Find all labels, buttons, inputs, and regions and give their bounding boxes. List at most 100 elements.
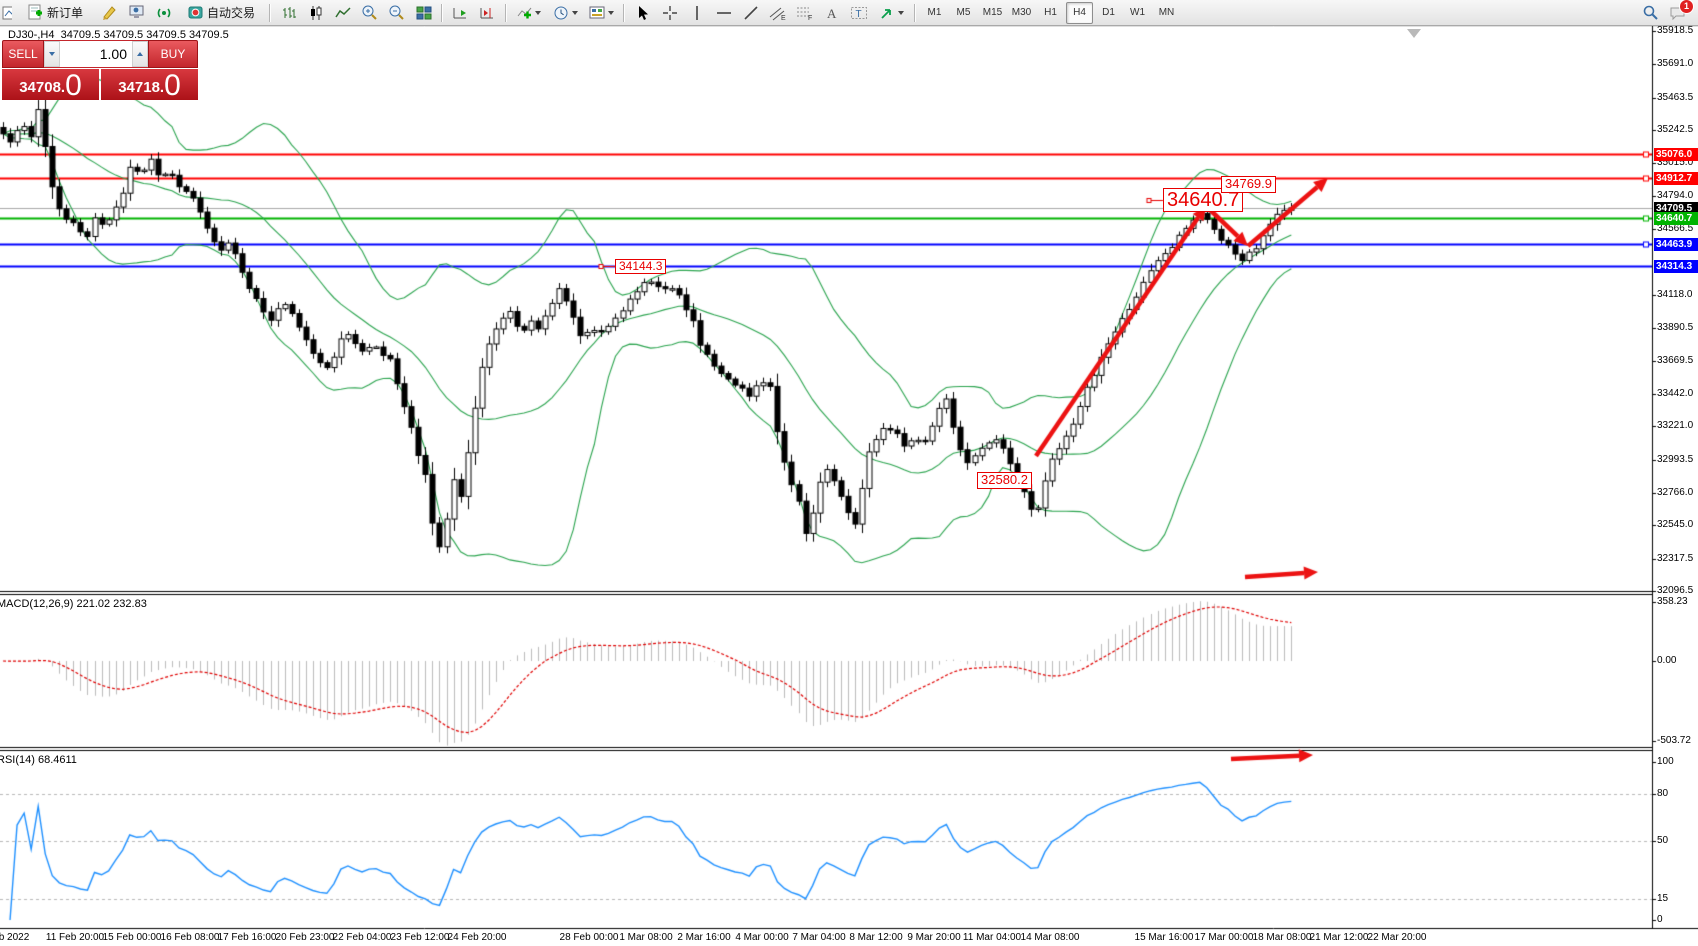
toolbar: 新订单 自动交易 bbox=[0, 0, 1698, 26]
cursor-button[interactable] bbox=[630, 1, 655, 25]
shapes-button[interactable] bbox=[873, 1, 909, 25]
svg-text:F: F bbox=[808, 15, 812, 21]
notifications-button[interactable]: 1 bbox=[1665, 0, 1694, 25]
line-chart-icon bbox=[334, 6, 351, 17]
time-tick: 15 Feb 00:00 bbox=[102, 932, 162, 943]
price-tick: 32096.5 bbox=[1657, 585, 1694, 596]
zoom-out-button[interactable] bbox=[384, 1, 409, 25]
price-tick: 32317.5 bbox=[1657, 552, 1694, 564]
equidistant-channel-button[interactable]: E bbox=[765, 1, 790, 25]
add-indicator-icon bbox=[517, 7, 532, 19]
search-icon bbox=[1643, 5, 1658, 20]
auto-scroll-button[interactable] bbox=[448, 1, 473, 25]
buy-button[interactable]: BUY bbox=[148, 40, 198, 68]
auto-trading-label: 自动交易 bbox=[206, 6, 255, 20]
price-tick: 34794.0 bbox=[1657, 189, 1694, 201]
price-tag[interactable]: 35076.0 bbox=[1654, 147, 1698, 161]
toolbar-separator bbox=[441, 3, 443, 22]
tile-windows-button[interactable] bbox=[411, 1, 436, 25]
crosshair-button[interactable] bbox=[657, 1, 682, 25]
price-tag[interactable]: 34709.5 bbox=[1654, 201, 1698, 215]
charts-button-partial[interactable] bbox=[1, 1, 13, 25]
price-annotation[interactable]: 34144.3 bbox=[615, 259, 667, 275]
volume-input[interactable]: 1.00 bbox=[99, 46, 127, 62]
notification-badge: 1 bbox=[1679, 0, 1694, 14]
time-tick: 11 Mar 04:00 bbox=[962, 932, 1022, 943]
vertical-line-button[interactable] bbox=[684, 1, 709, 25]
price-annotation[interactable]: 34769.9 bbox=[1221, 176, 1276, 193]
crosshair-icon bbox=[662, 5, 677, 20]
bid-price[interactable]: 34708. 0 bbox=[2, 69, 99, 101]
bar-chart-button[interactable] bbox=[276, 1, 301, 25]
price-tag[interactable]: 34463.9 bbox=[1654, 237, 1698, 251]
rsi-axis-tick: 80 bbox=[1657, 788, 1669, 799]
timeframe-button-mn[interactable]: MN bbox=[1158, 7, 1175, 18]
text-label-button[interactable]: T bbox=[846, 1, 871, 25]
dropdown-caret-icon bbox=[535, 10, 541, 15]
metaeditor-button[interactable] bbox=[124, 1, 149, 25]
timeframe-button-h1[interactable]: H1 bbox=[1044, 7, 1057, 18]
signals-button[interactable] bbox=[151, 1, 176, 25]
macd-label: MACD(12,26,9) 221.02 232.83 bbox=[0, 598, 147, 610]
volume-decrease-button[interactable] bbox=[44, 41, 60, 67]
new-order-button[interactable]: 新订单 bbox=[15, 1, 95, 25]
timeframe-button-d1[interactable]: D1 bbox=[1102, 7, 1115, 18]
toolbar-separator bbox=[505, 3, 507, 22]
text-button[interactable]: A bbox=[819, 1, 844, 25]
sell-button[interactable]: SELL bbox=[2, 40, 44, 68]
channel-icon: E bbox=[769, 7, 786, 21]
price-tag[interactable]: 34640.7 bbox=[1654, 211, 1698, 225]
price-tag[interactable]: 34314.3 bbox=[1654, 259, 1698, 273]
timeframe-button-m30[interactable]: M30 bbox=[1011, 7, 1032, 18]
timeframe-button-w1[interactable]: W1 bbox=[1130, 7, 1145, 18]
triangle-down-icon bbox=[49, 52, 55, 56]
templates-button[interactable] bbox=[584, 1, 618, 25]
toolbar-separator bbox=[623, 3, 625, 22]
time-tick: 11 Feb 20:00 bbox=[45, 932, 105, 943]
zoom-out-icon bbox=[389, 5, 404, 20]
macd-axis-tick: -503.72 bbox=[1657, 735, 1691, 746]
trendline-button[interactable] bbox=[738, 1, 763, 25]
triangle-up-icon bbox=[137, 52, 143, 56]
timeframe-button-m1[interactable]: M1 bbox=[927, 7, 942, 18]
ask-price[interactable]: 34718. 0 bbox=[101, 69, 198, 101]
periods-button[interactable] bbox=[548, 1, 582, 25]
toolbar-separator bbox=[269, 3, 271, 22]
time-tick: 17 Mar 00:00 bbox=[1194, 932, 1254, 943]
time-tick: 2 Mar 16:00 bbox=[677, 932, 731, 943]
auto-trading-button[interactable]: 自动交易 bbox=[178, 1, 264, 25]
timeframe-button-m15[interactable]: M15 bbox=[982, 7, 1003, 18]
fibonacci-button[interactable]: F bbox=[792, 1, 817, 25]
one-click-trading-panel: SELL 1.00 BUY 34708. 0 34718. 0 bbox=[2, 40, 198, 101]
macd-axis-tick: 358.23 bbox=[1657, 596, 1688, 607]
volume-increase-button[interactable] bbox=[132, 41, 148, 67]
horizontal-line-button[interactable] bbox=[711, 1, 736, 25]
search-button[interactable] bbox=[1638, 1, 1663, 25]
dropdown-caret-icon bbox=[571, 10, 578, 15]
time-tick: 28 Feb 00:00 bbox=[559, 932, 619, 943]
time-tick: 8 Mar 12:00 bbox=[849, 932, 903, 943]
arrows-shapes-icon bbox=[880, 8, 891, 19]
indicators-button[interactable] bbox=[512, 1, 546, 25]
timeframe-bar: M1 M5 M15 M30 H1 H4 D1 W1 MN bbox=[920, 1, 1181, 24]
chart-shift-marker[interactable] bbox=[1407, 29, 1421, 38]
time-tick: 23 Feb 12:00 bbox=[390, 932, 450, 943]
price-annotation[interactable]: 32580.2 bbox=[977, 472, 1032, 489]
line-chart-button[interactable] bbox=[330, 1, 355, 25]
time-tick: 24 Feb 20:00 bbox=[447, 932, 507, 943]
time-tick: 16 Feb 08:00 bbox=[160, 932, 220, 943]
chart-shift-button[interactable] bbox=[475, 1, 500, 25]
zoom-in-button[interactable] bbox=[357, 1, 382, 25]
candlestick-icon bbox=[310, 5, 321, 20]
macd-axis-tick: 0.00 bbox=[1657, 655, 1677, 666]
candlestick-chart-button[interactable] bbox=[303, 1, 328, 25]
volume-stepper: 1.00 bbox=[44, 40, 148, 68]
price-tick: 33221.0 bbox=[1657, 420, 1694, 432]
price-tick: 33442.0 bbox=[1657, 387, 1694, 399]
marker-crayon-button[interactable] bbox=[97, 1, 122, 25]
timeframe-button-m5[interactable]: M5 bbox=[956, 7, 971, 18]
timeframe-button-h4[interactable]: H4 bbox=[1066, 1, 1093, 24]
price-tag[interactable]: 34912.7 bbox=[1654, 171, 1698, 185]
price-tick: 35918.5 bbox=[1657, 25, 1694, 36]
